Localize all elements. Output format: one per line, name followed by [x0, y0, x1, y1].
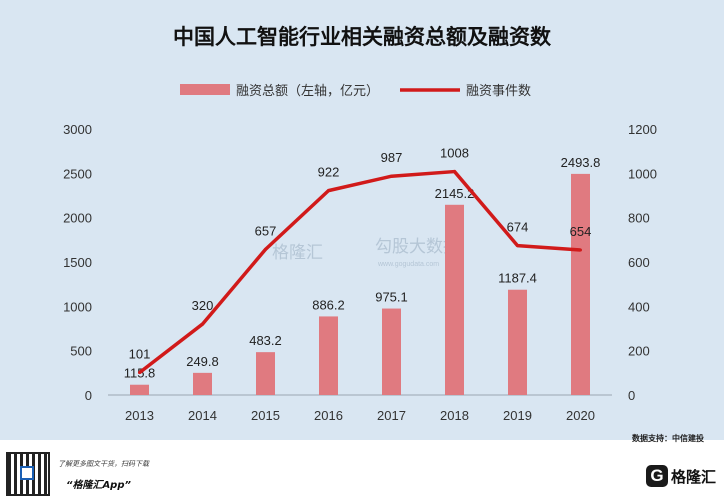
- x-tick-label: 2013: [125, 408, 154, 423]
- left-axis-ticks: 0 500 1000 1500 2000 2500 3000: [63, 122, 92, 403]
- x-tick-label: 2020: [566, 408, 595, 423]
- line-point: [453, 170, 456, 174]
- line-path: [138, 169, 581, 374]
- bar: [382, 308, 401, 395]
- chart-area: 中国人工智能行业相关融资总额及融资数 融资总额（左轴，亿元） 融资事件数 格隆汇…: [0, 0, 724, 440]
- line-point: [579, 248, 582, 252]
- x-tick-label: 2018: [440, 408, 469, 423]
- qr-logo-icon: [20, 466, 34, 480]
- watermark-brand: 格隆汇: [272, 243, 323, 263]
- bar: [256, 352, 275, 395]
- bar-value-label: 1187.4: [498, 271, 537, 286]
- left-tick-label: 1000: [63, 299, 92, 314]
- watermark-brand2: 勾股大数据: [375, 237, 460, 257]
- bar: [571, 173, 590, 395]
- right-tick-label: 1000: [628, 166, 657, 181]
- logo-icon: G: [645, 465, 668, 487]
- line-point: [516, 244, 519, 248]
- chart-svg: 中国人工智能行业相关融资总额及融资数 融资总额（左轴，亿元） 融资事件数 格隆汇…: [63, 25, 657, 423]
- line-value-label: 654: [570, 224, 592, 239]
- x-tick-label: 2019: [503, 408, 532, 423]
- bar-value-label: 249.8: [186, 354, 219, 369]
- right-tick-label: 400: [628, 299, 650, 314]
- x-tick-label: 2015: [251, 408, 280, 423]
- bar-value-label: 975.1: [375, 290, 408, 305]
- bar-labels: 115.8249.8483.2886.2975.12145.21187.4249…: [124, 155, 601, 381]
- left-tick-label: 2500: [63, 166, 92, 181]
- line-value-label: 1008: [440, 146, 469, 161]
- line-series: [138, 169, 582, 375]
- line-point: [327, 189, 330, 193]
- right-tick-label: 800: [628, 211, 650, 226]
- bar-value-label: 886.2: [312, 297, 345, 312]
- legend-label-bar: 融资总额（左轴，亿元）: [236, 84, 379, 99]
- bar: [193, 372, 212, 395]
- qr-code-icon[interactable]: [6, 452, 50, 496]
- bar: [130, 384, 149, 395]
- bar: [319, 316, 338, 395]
- data-source: 数据支持：中信建投: [632, 434, 704, 443]
- bar: [445, 204, 464, 395]
- line-value-label: 657: [255, 223, 277, 238]
- bar-series: [130, 173, 590, 395]
- line-value-label: 674: [507, 220, 529, 235]
- left-tick-label: 0: [85, 388, 92, 403]
- line-value-label: 922: [318, 165, 340, 180]
- x-tick-label: 2014: [188, 408, 217, 423]
- right-axis-ticks: 0 200 400 600 800 1000 1200: [628, 122, 657, 403]
- line-value-label: 101: [129, 347, 151, 362]
- bar: [508, 289, 527, 395]
- right-tick-label: 1200: [628, 122, 657, 137]
- bar-value-label: 2493.8: [561, 155, 601, 170]
- watermark-url: www.gogudata.com: [377, 261, 439, 268]
- x-tick-label: 2017: [377, 408, 406, 423]
- footer: [0, 447, 724, 500]
- legend-swatch-bar: [180, 84, 230, 95]
- right-tick-label: 600: [628, 255, 650, 270]
- left-tick-label: 2000: [63, 211, 92, 226]
- line-point: [390, 174, 393, 178]
- line-value-label: 320: [192, 298, 214, 313]
- bar-value-label: 2145.2: [435, 186, 475, 201]
- right-tick-label: 0: [628, 388, 635, 403]
- line-value-label: 987: [381, 150, 403, 165]
- line-labels: 101 320 657 922 987 1008 674 654: [129, 146, 592, 362]
- left-tick-label: 1500: [63, 255, 92, 270]
- chart-title: 中国人工智能行业相关融资总额及融资数: [173, 25, 552, 49]
- promo-text: 了解更多图文干货，扫码下载: [58, 460, 149, 468]
- line-point: [138, 371, 141, 375]
- brand-logo: G 格隆汇: [645, 458, 716, 494]
- line-point: [264, 247, 267, 251]
- app-name: “格隆汇App”: [66, 480, 131, 491]
- x-tick-label: 2016: [314, 408, 343, 423]
- left-tick-label: 3000: [63, 122, 92, 137]
- bar-value-label: 483.2: [249, 333, 282, 348]
- logo-text: 格隆汇: [670, 467, 716, 486]
- left-tick-label: 500: [70, 344, 92, 359]
- watermark: 格隆汇 勾股大数据 www.gogudata.com: [272, 237, 460, 268]
- right-tick-label: 200: [628, 344, 650, 359]
- line-point: [201, 322, 204, 326]
- legend: 融资总额（左轴，亿元） 融资事件数: [180, 84, 531, 99]
- x-axis-ticks: 2013 2014 2015 2016 2017 2018 2019 2020: [125, 408, 595, 423]
- legend-label-line: 融资事件数: [466, 84, 531, 99]
